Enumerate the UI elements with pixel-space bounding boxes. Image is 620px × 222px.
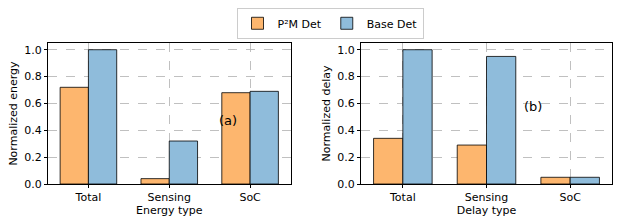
svg-text:Total: Total [75,191,102,204]
svg-text:Energy type: Energy type [136,204,203,217]
svg-text:0.6: 0.6 [337,97,355,110]
svg-text:0.8: 0.8 [24,70,42,83]
svg-text:0.2: 0.2 [24,151,42,164]
svg-text:Sensing: Sensing [465,191,508,204]
svg-text:SoC: SoC [239,191,261,204]
svg-text:(b): (b) [524,99,542,114]
svg-text:Total: Total [389,191,416,204]
svg-text:Base Det: Base Det [367,18,418,31]
svg-text:0.0: 0.0 [24,178,42,191]
svg-text:P²M Det: P²M Det [278,18,322,31]
svg-text:1.0: 1.0 [24,44,42,57]
svg-text:Normalized energy: Normalized energy [7,61,20,166]
svg-text:0.2: 0.2 [337,151,355,164]
svg-text:1.0: 1.0 [337,44,355,57]
svg-text:(a): (a) [219,113,237,128]
svg-text:SoC: SoC [559,191,581,204]
svg-text:Sensing: Sensing [148,191,191,204]
svg-text:0.6: 0.6 [24,97,42,110]
svg-text:Normalized delay: Normalized delay [320,65,333,161]
svg-text:0.0: 0.0 [337,178,355,191]
svg-text:Delay type: Delay type [457,204,517,217]
svg-text:0.8: 0.8 [337,70,355,83]
svg-text:0.4: 0.4 [337,124,355,137]
svg-text:0.4: 0.4 [24,124,42,137]
